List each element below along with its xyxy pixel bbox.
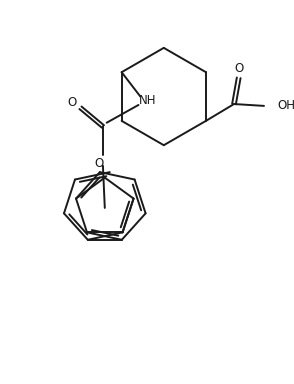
Text: O: O: [95, 157, 104, 170]
Text: OH: OH: [277, 99, 294, 113]
Text: O: O: [234, 62, 243, 75]
Text: O: O: [67, 96, 77, 109]
Text: NH: NH: [139, 94, 157, 107]
